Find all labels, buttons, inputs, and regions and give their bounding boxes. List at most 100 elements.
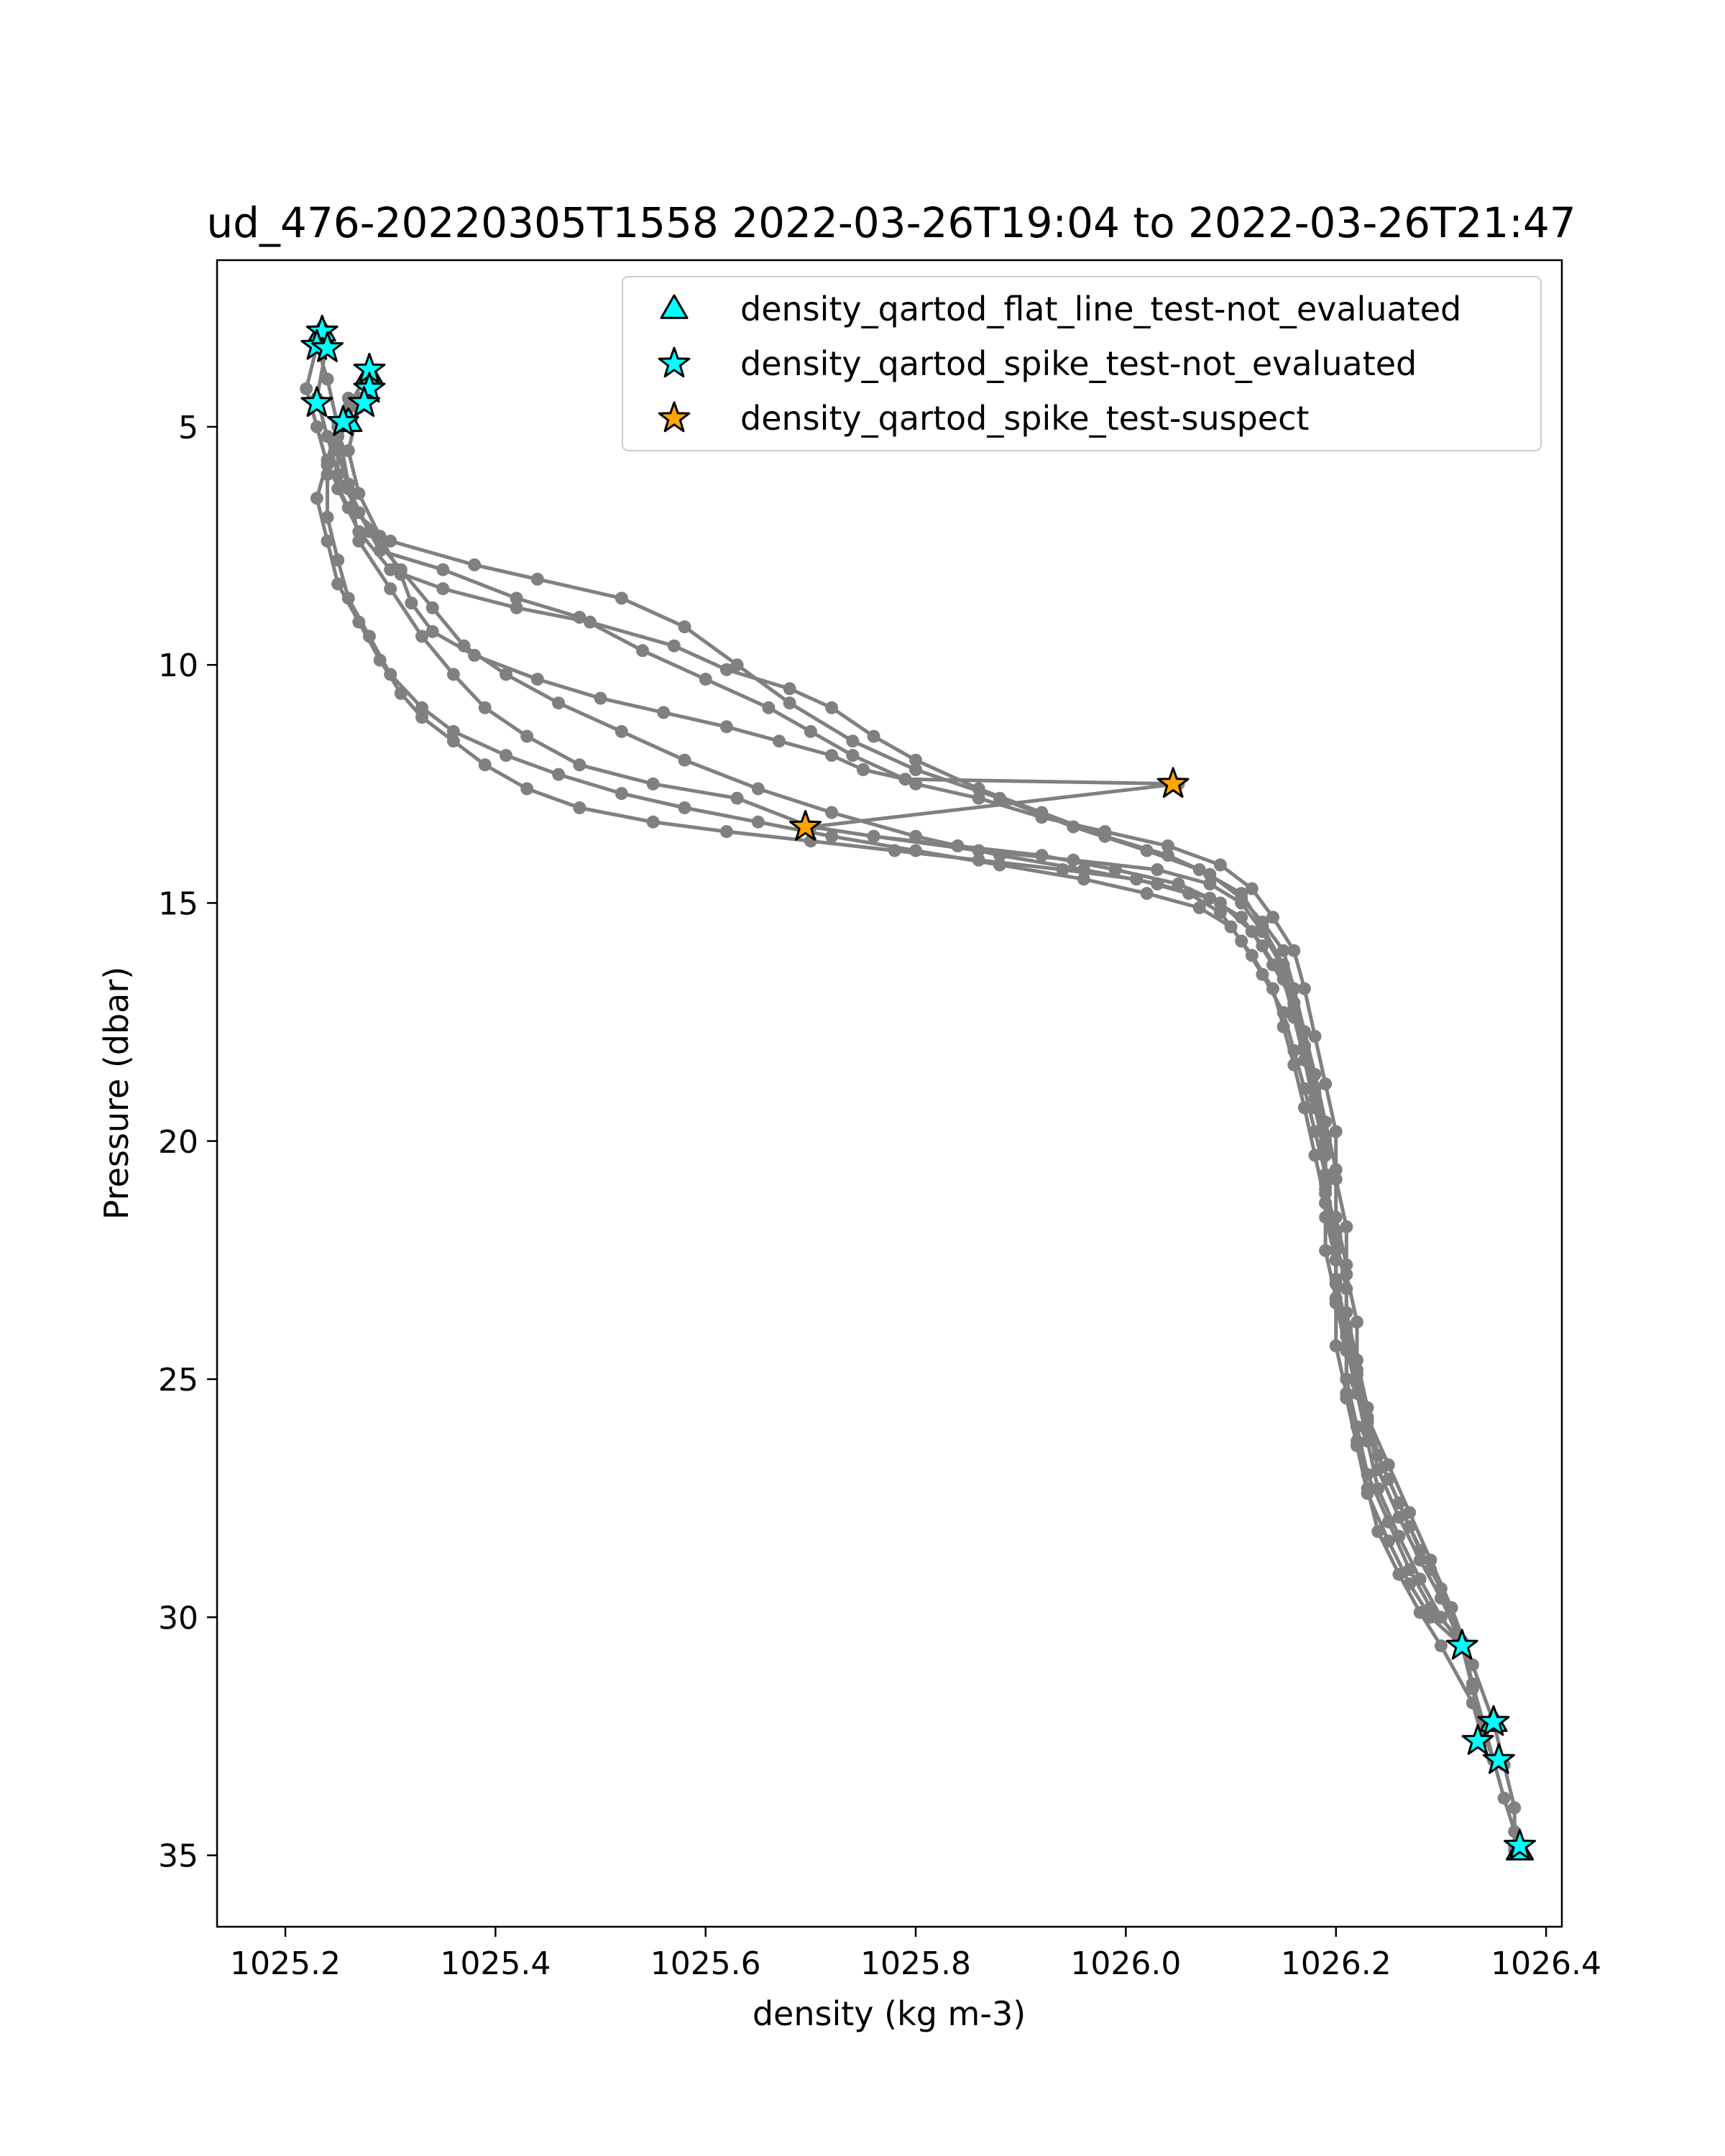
data-point bbox=[1287, 982, 1301, 995]
legend-triangle-icon bbox=[660, 294, 689, 319]
y-axis-ticks: 5 10 15 20 25 30 35 bbox=[158, 410, 217, 1875]
data-point bbox=[384, 582, 397, 596]
data-point bbox=[520, 729, 534, 743]
data-point bbox=[857, 763, 870, 776]
qc-flag-markers bbox=[300, 314, 1536, 1861]
data-point bbox=[331, 439, 345, 453]
data-point bbox=[636, 644, 649, 658]
data-point bbox=[446, 668, 460, 681]
data-point bbox=[1351, 1315, 1363, 1329]
data-point bbox=[678, 801, 691, 814]
data-point bbox=[1371, 1482, 1385, 1496]
flag-star-marker bbox=[327, 405, 359, 436]
y-tick-label: 5 bbox=[178, 410, 198, 446]
data-point bbox=[1161, 839, 1174, 852]
data-point bbox=[867, 729, 880, 743]
x-tick-label: 1025.6 bbox=[650, 1945, 761, 1982]
data-point bbox=[751, 782, 765, 796]
data-point bbox=[972, 853, 985, 867]
data-point bbox=[667, 639, 681, 653]
data-point bbox=[1340, 1391, 1353, 1405]
data-point bbox=[500, 749, 512, 763]
y-tick-label: 10 bbox=[158, 648, 198, 684]
data-point bbox=[300, 382, 313, 395]
data-point bbox=[1276, 944, 1290, 957]
data-point bbox=[1245, 882, 1259, 895]
data-point bbox=[405, 596, 418, 610]
data-point bbox=[478, 758, 492, 772]
profile-line bbox=[346, 374, 1517, 1846]
data-point bbox=[615, 591, 628, 605]
y-tick-label: 35 bbox=[158, 1838, 198, 1875]
x-axis-label: density (kg m-3) bbox=[753, 1994, 1026, 2033]
y-tick-label: 25 bbox=[158, 1362, 198, 1399]
flag-star-marker bbox=[348, 386, 381, 418]
data-point bbox=[972, 791, 985, 805]
data-point bbox=[1361, 1401, 1374, 1414]
data-point bbox=[415, 630, 428, 643]
flag-star-marker bbox=[1477, 1705, 1510, 1736]
x-tick-label: 1025.8 bbox=[860, 1945, 971, 1982]
data-point bbox=[1297, 1025, 1311, 1038]
profile-lines bbox=[300, 334, 1522, 1857]
x-axis-ticks: 1025.2 1025.4 1025.6 1025.8 1026.0 1026.2 1026… bbox=[230, 1927, 1601, 1982]
x-tick-label: 1026.2 bbox=[1281, 1945, 1392, 1982]
data-point bbox=[446, 734, 460, 748]
data-point bbox=[1067, 853, 1080, 867]
data-point bbox=[1392, 1529, 1406, 1543]
data-point bbox=[1424, 1611, 1438, 1624]
y-axis-label: Pressure (dbar) bbox=[97, 967, 136, 1220]
data-point bbox=[1329, 1125, 1343, 1138]
data-point bbox=[773, 734, 786, 748]
data-point bbox=[888, 844, 901, 857]
legend: density_qartod_flat_line_test-not_evalua… bbox=[622, 276, 1542, 451]
legend-label: density_qartod_spike_test-not_evaluated bbox=[740, 344, 1417, 383]
data-point bbox=[468, 558, 482, 571]
data-point bbox=[510, 601, 523, 614]
flag-star-marker bbox=[1482, 1743, 1515, 1774]
data-point bbox=[1329, 1272, 1343, 1286]
flag-star-marker bbox=[300, 386, 334, 418]
y-tick-label: 15 bbox=[158, 885, 198, 922]
flag-star-marker bbox=[305, 314, 339, 346]
data-point bbox=[1287, 944, 1301, 957]
data-point bbox=[1098, 829, 1112, 843]
data-point bbox=[1256, 916, 1269, 929]
data-point bbox=[446, 724, 460, 738]
data-point bbox=[1413, 1572, 1427, 1586]
data-point bbox=[384, 534, 397, 548]
data-point bbox=[1434, 1582, 1448, 1595]
data-point bbox=[719, 663, 733, 676]
data-point bbox=[331, 482, 345, 495]
data-point bbox=[825, 749, 839, 763]
data-point bbox=[1319, 1077, 1333, 1091]
data-point bbox=[426, 625, 439, 638]
data-point bbox=[352, 615, 366, 629]
data-point bbox=[825, 701, 839, 714]
data-point bbox=[646, 777, 660, 791]
data-point bbox=[751, 815, 765, 829]
y-tick-label: 20 bbox=[158, 1124, 198, 1161]
data-point bbox=[1056, 863, 1070, 877]
profile-line bbox=[315, 421, 1463, 1647]
data-point bbox=[1434, 1611, 1448, 1624]
flag-star-marker bbox=[353, 372, 386, 403]
data-point bbox=[646, 815, 660, 829]
data-point bbox=[520, 782, 534, 796]
data-point bbox=[1351, 1353, 1363, 1367]
data-point bbox=[1361, 1487, 1374, 1501]
data-point bbox=[1319, 1187, 1333, 1200]
data-point bbox=[321, 453, 334, 467]
data-point bbox=[1413, 1606, 1427, 1619]
legend-entry: density_qartod_spike_test-suspect bbox=[658, 399, 1309, 438]
data-point bbox=[1235, 891, 1248, 905]
data-point bbox=[783, 682, 796, 696]
data-point bbox=[1340, 1258, 1353, 1271]
data-point bbox=[1151, 863, 1164, 877]
data-point bbox=[573, 801, 586, 814]
data-point bbox=[1413, 1544, 1427, 1557]
data-point bbox=[362, 525, 376, 538]
data-point bbox=[352, 487, 366, 500]
data-point bbox=[1381, 1534, 1395, 1548]
